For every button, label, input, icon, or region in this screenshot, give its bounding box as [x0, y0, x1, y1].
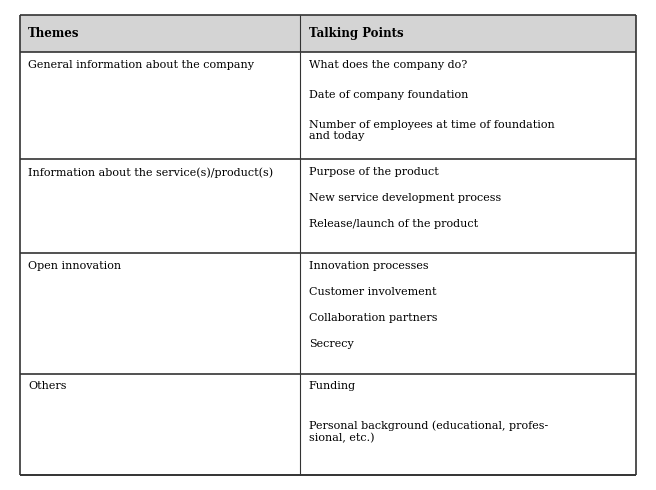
Text: Purpose of the product: Purpose of the product — [309, 167, 438, 177]
Bar — [20, 52, 636, 159]
Text: Release/launch of the product: Release/launch of the product — [309, 219, 478, 229]
Text: Funding: Funding — [309, 381, 356, 392]
Text: Others: Others — [28, 381, 67, 392]
Text: What does the company do?: What does the company do? — [309, 60, 467, 70]
Bar — [20, 373, 636, 475]
Text: Personal background (educational, profes-
sional, etc.): Personal background (educational, profes… — [309, 420, 548, 443]
Text: Customer involvement: Customer involvement — [309, 287, 436, 297]
Text: Information about the service(s)/product(s): Information about the service(s)/product… — [28, 167, 274, 178]
Text: Collaboration partners: Collaboration partners — [309, 313, 438, 323]
Text: Date of company foundation: Date of company foundation — [309, 90, 468, 100]
Text: General information about the company: General information about the company — [28, 60, 255, 70]
Text: New service development process: New service development process — [309, 193, 501, 203]
Text: Talking Points: Talking Points — [309, 27, 403, 40]
Bar — [20, 159, 636, 253]
Bar — [20, 253, 636, 373]
Text: Secrecy: Secrecy — [309, 340, 354, 349]
Text: Themes: Themes — [28, 27, 80, 40]
Text: Innovation processes: Innovation processes — [309, 261, 428, 271]
Bar — [20, 15, 636, 52]
Text: Number of employees at time of foundation
and today: Number of employees at time of foundatio… — [309, 120, 554, 141]
Text: Open innovation: Open innovation — [28, 261, 121, 271]
